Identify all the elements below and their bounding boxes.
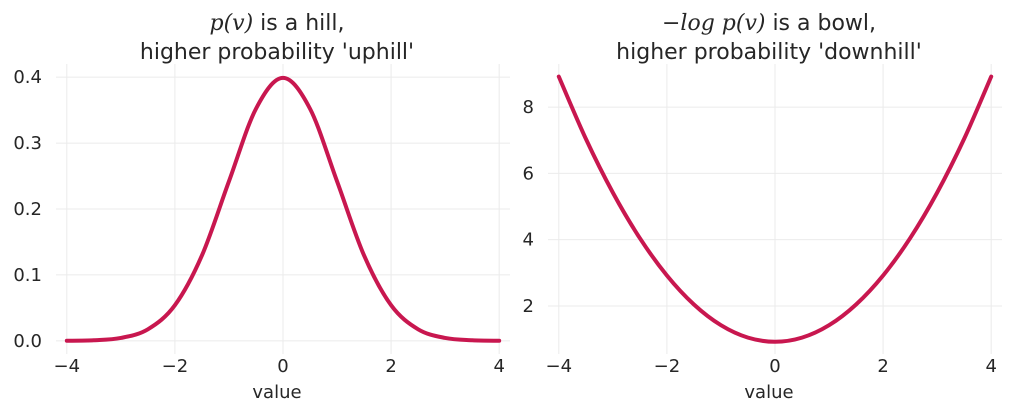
chart-right-ytick-label: 4 <box>523 230 534 251</box>
chart-left-xtick-label: −4 <box>54 356 81 377</box>
chart-left-ytick-label: 0.0 <box>13 331 42 352</box>
chart-left-title-math: p(v) <box>210 11 254 36</box>
chart-right-xtick-label: 2 <box>877 356 888 377</box>
chart-left-series-line <box>64 75 502 343</box>
chart-right-series-line <box>556 74 994 344</box>
chart-right-xlabel: value <box>744 382 793 403</box>
chart-left-title-line1: p(v) is a hill, <box>210 11 345 36</box>
chart-right-xtick-label: −4 <box>546 356 573 377</box>
chart-left-ytick-label: 0.1 <box>13 265 42 286</box>
chart-left-ytick-label: 0.4 <box>13 67 42 88</box>
chart-left-grid <box>56 64 510 354</box>
chart-right-title-math: −log p(v) <box>662 11 765 36</box>
chart-left-title-line2: higher probability 'uphill' <box>140 40 414 65</box>
chart-right-ytick-label: 6 <box>523 163 534 184</box>
chart-left-xtick-label: 0 <box>277 356 288 377</box>
chart-right-xtick-label: 0 <box>769 356 780 377</box>
chart-left-ytick-label: 0.3 <box>13 133 42 154</box>
chart-left-xtick-label: 2 <box>385 356 396 377</box>
chart-left-ytick-label: 0.2 <box>13 199 42 220</box>
chart-right-ticks: −4 −2 0 2 4 2 4 6 8 <box>523 97 997 377</box>
chart-right: −log p(v) is a bowl, higher probability … <box>523 11 1002 403</box>
chart-left-xtick-label: −2 <box>162 356 189 377</box>
chart-right-xtick-label: 4 <box>985 356 996 377</box>
chart-right-title-rest: is a bowl, <box>765 11 876 36</box>
chart-right-title-line2: higher probability 'downhill' <box>616 40 922 65</box>
chart-right-grid <box>548 64 1002 354</box>
chart-left-series <box>64 75 502 343</box>
chart-right-series <box>556 74 994 344</box>
chart-right-xtick-label: −2 <box>654 356 681 377</box>
chart-left-xlabel: value <box>252 382 301 403</box>
chart-left-ticks: −4 −2 0 2 4 0.0 0.1 0.2 0.3 0.4 <box>13 67 505 377</box>
chart-left-title-rest: is a hill, <box>253 11 344 36</box>
chart-left-xtick-label: 4 <box>493 356 504 377</box>
chart-right-ytick-label: 8 <box>523 97 534 118</box>
chart-right-title-line1: −log p(v) is a bowl, <box>662 11 876 36</box>
chart-left: p(v) is a hill, higher probability 'uphi… <box>13 11 510 403</box>
chart-right-ytick-label: 2 <box>523 296 534 317</box>
